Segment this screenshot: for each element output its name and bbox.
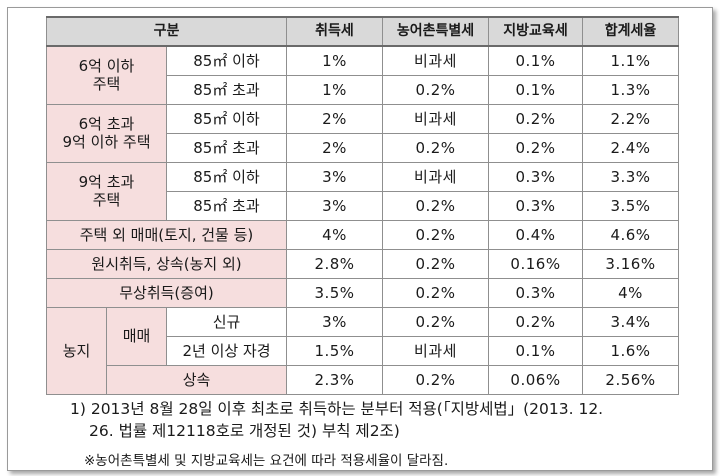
header-row: 구분 취득세 농어촌특별세 지방교육세 합계세율: [46, 16, 679, 47]
acquisition-tax-cell: 2.8%: [286, 248, 383, 279]
rural-special-tax-cell: 0.2%: [382, 277, 489, 308]
group-label-text: 9억 초과 주택: [78, 173, 135, 209]
table-row: 무상취득(증여) 3.5% 0.2% 0.3% 4%: [46, 277, 679, 308]
group-label-non-housing: 주택 외 매매(토지, 건물 등): [46, 219, 287, 250]
header-category: 구분: [46, 16, 287, 47]
total-rate-cell: 1.1%: [582, 45, 679, 76]
group-label-farmland: 농지: [46, 306, 107, 395]
local-education-tax-cell: 0.1%: [488, 74, 583, 105]
header-local-education-tax: 지방교육세: [488, 16, 583, 47]
sub-label: 85㎡ 이하: [166, 103, 287, 134]
rural-special-tax-cell: 비과세: [382, 103, 489, 134]
local-education-tax-cell: 0.16%: [488, 248, 583, 279]
group-label-text: 6억 초과 9억 이하 주택: [62, 115, 151, 151]
total-rate-cell: 2.2%: [582, 103, 679, 134]
total-rate-cell: 4%: [582, 277, 679, 308]
sub-label: 2년 이상 자경: [166, 335, 287, 366]
rural-special-tax-cell: 비과세: [382, 161, 489, 192]
total-rate-cell: 3.16%: [582, 248, 679, 279]
rural-special-tax-cell: 0.2%: [382, 132, 489, 163]
local-education-tax-cell: 0.06%: [488, 364, 583, 395]
footnote-line-2: 26. 법률 제12118호로 개정된 것) 부칙 제2조): [89, 422, 400, 440]
rural-special-tax-cell: 0.2%: [382, 190, 489, 221]
rate-note: ※농어촌특별세 및 지방교육세는 요건에 따라 적용세율이 달라짐.: [84, 453, 449, 469]
local-education-tax-cell: 0.3%: [488, 190, 583, 221]
sub-label: 85㎡ 초과: [166, 132, 287, 163]
table-row: 85㎡ 초과 3% 0.2% 0.3% 3.5%: [47, 190, 679, 221]
acquisition-tax-cell: 2%: [286, 132, 383, 163]
acquisition-tax-cell: 2%: [286, 103, 383, 134]
header-total-rate: 합계세율: [582, 16, 679, 47]
total-rate-cell: 4.6%: [582, 219, 679, 250]
acquisition-tax-cell: 3%: [286, 190, 383, 221]
group-label-over-9: 9억 초과 주택: [46, 161, 167, 221]
footnote-line-1: 1) 2013년 8월 28일 이후 최초로 취득하는 분부터 적용(「지방세법…: [70, 400, 604, 418]
total-rate-cell: 3.3%: [582, 161, 679, 192]
local-education-tax-cell: 0.1%: [488, 335, 583, 366]
group-label-under-6: 6억 이하 주택: [46, 45, 167, 105]
acquisition-tax-cell: 1%: [286, 74, 383, 105]
acquisition-tax-cell: 4%: [286, 219, 383, 250]
table-row: 85㎡ 초과 2% 0.2% 0.2% 2.4%: [47, 132, 679, 163]
table-row: 9억 초과 주택 85㎡ 이하 3% 비과세 0.3% 3.3%: [46, 161, 679, 221]
header-acquisition-tax: 취득세: [286, 16, 383, 47]
total-rate-cell: 2.56%: [582, 364, 679, 395]
footnote: 1) 2013년 8월 28일 이후 최초로 취득하는 분부터 적용(「지방세법…: [70, 398, 670, 442]
table-row: 85㎡ 초과 1% 0.2% 0.1% 1.3%: [47, 74, 679, 105]
table-row: 농지 매매 신규 3% 0.2% 0.2% 3.4%: [46, 306, 679, 395]
rural-special-tax-cell: 비과세: [382, 335, 489, 366]
total-rate-cell: 3.4%: [582, 306, 679, 337]
local-education-tax-cell: 0.4%: [488, 219, 583, 250]
acquisition-tax-cell: 3%: [286, 161, 383, 192]
total-rate-cell: 1.6%: [582, 335, 679, 366]
local-education-tax-cell: 0.3%: [488, 161, 583, 192]
rural-special-tax-cell: 0.2%: [382, 364, 489, 395]
group-label-farmland-trade: 매매: [106, 306, 167, 366]
table-row: 원시취득, 상속(농지 외) 2.8% 0.2% 0.16% 3.16%: [46, 248, 679, 279]
sub-label: 85㎡ 초과: [166, 74, 287, 105]
total-rate-cell: 1.3%: [582, 74, 679, 105]
group-label-original-inheritance: 원시취득, 상속(농지 외): [46, 248, 287, 279]
local-education-tax-cell: 0.2%: [488, 132, 583, 163]
local-education-tax-cell: 0.2%: [488, 103, 583, 134]
group-label-gift: 무상취득(증여): [46, 277, 287, 308]
sub-label: 85㎡ 초과: [166, 190, 287, 221]
rural-special-tax-cell: 0.2%: [382, 306, 489, 337]
acquisition-tax-cell: 3%: [286, 306, 383, 337]
acquisition-tax-cell: 3.5%: [286, 277, 383, 308]
rural-special-tax-cell: 0.2%: [382, 74, 489, 105]
group-label-6-to-9: 6억 초과 9억 이하 주택: [46, 103, 167, 163]
acquisition-tax-cell: 1%: [286, 45, 383, 76]
rural-special-tax-cell: 0.2%: [382, 219, 489, 250]
table-row: 6억 초과 9억 이하 주택 85㎡ 이하 2% 비과세 0.2% 2.2%: [46, 103, 679, 163]
header-rural-special-tax: 농어촌특별세: [382, 16, 489, 47]
sub-label: 85㎡ 이하: [166, 161, 287, 192]
document-frame: 구분 취득세 농어촌특별세 지방교육세 합계세율 6억 이하 주택 85㎡ 이하…: [7, 7, 713, 471]
tax-rate-table: 구분 취득세 농어촌특별세 지방교육세 합계세율 6억 이하 주택 85㎡ 이하…: [46, 16, 679, 395]
table-row: 주택 외 매매(토지, 건물 등) 4% 0.2% 0.4% 4.6%: [46, 219, 679, 250]
table-row: 상속 2.3% 0.2% 0.06% 2.56%: [47, 364, 679, 395]
sub-label: 신규: [166, 306, 287, 337]
local-education-tax-cell: 0.2%: [488, 306, 583, 337]
local-education-tax-cell: 0.1%: [488, 45, 583, 76]
table-row: 2년 이상 자경 1.5% 비과세 0.1% 1.6%: [47, 335, 679, 366]
local-education-tax-cell: 0.3%: [488, 277, 583, 308]
rural-special-tax-cell: 비과세: [382, 45, 489, 76]
total-rate-cell: 3.5%: [582, 190, 679, 221]
total-rate-cell: 2.4%: [582, 132, 679, 163]
acquisition-tax-cell: 1.5%: [286, 335, 383, 366]
group-label-farmland-inheritance: 상속: [106, 364, 287, 395]
acquisition-tax-cell: 2.3%: [286, 364, 383, 395]
sub-label: 85㎡ 이하: [166, 45, 287, 76]
table-row: 6억 이하 주택 85㎡ 이하 1% 비과세 0.1% 1.1%: [46, 45, 679, 105]
rural-special-tax-cell: 0.2%: [382, 248, 489, 279]
group-label-text: 6억 이하 주택: [78, 57, 135, 94]
